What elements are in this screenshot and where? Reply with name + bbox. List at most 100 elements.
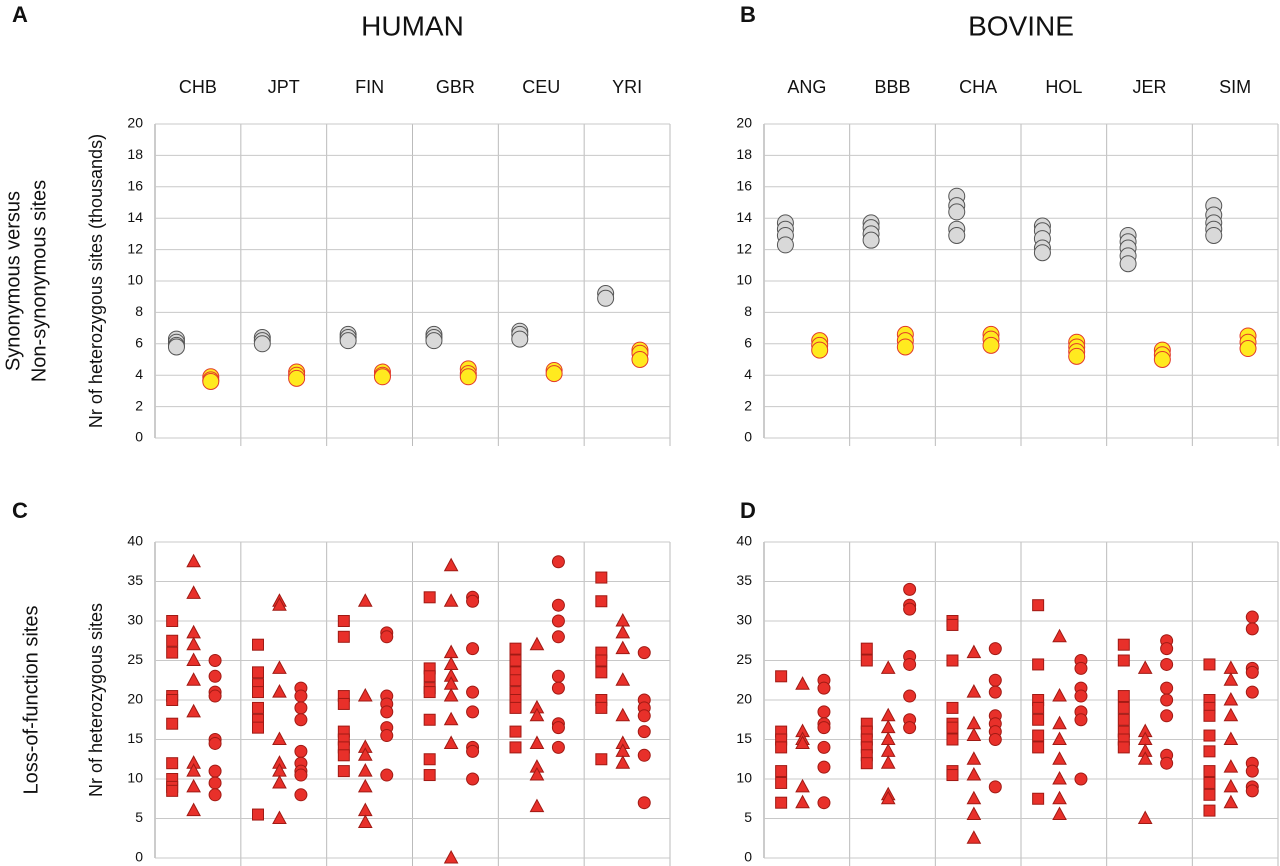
data-point — [443, 711, 459, 726]
data-point — [1205, 226, 1223, 244]
y-tick-label: 0 — [744, 429, 752, 445]
data-point — [1117, 713, 1130, 726]
data-point — [903, 721, 917, 735]
data-point — [775, 776, 788, 789]
data-point — [166, 634, 179, 647]
data-point — [186, 585, 201, 599]
data-point — [903, 602, 917, 616]
panel-title: BOVINE — [968, 10, 1074, 41]
data-point — [466, 685, 480, 699]
category-label: CHB — [179, 77, 217, 97]
data-point — [1052, 751, 1067, 765]
data-point — [509, 725, 522, 738]
data-point — [1160, 693, 1174, 707]
data-point — [337, 765, 350, 778]
data-point — [966, 715, 982, 730]
data-point — [595, 753, 608, 766]
data-point — [1239, 340, 1257, 358]
y-tick-label: 10 — [736, 770, 752, 786]
data-point — [637, 646, 651, 660]
data-point — [509, 654, 522, 667]
data-point — [1245, 784, 1259, 798]
data-point — [615, 755, 631, 769]
data-point — [988, 673, 1002, 687]
data-point — [896, 338, 914, 356]
data-point — [357, 778, 373, 793]
data-point — [529, 735, 545, 749]
y-tick-label: 10 — [127, 272, 143, 288]
data-point — [988, 685, 1002, 699]
y-tick-label: 5 — [744, 809, 752, 825]
data-point — [946, 769, 959, 782]
data-point — [776, 236, 794, 254]
y-tick-label: 5 — [135, 809, 143, 825]
y-tick-label: 0 — [135, 429, 143, 445]
category-label: GBR — [436, 77, 475, 97]
data-point — [637, 725, 651, 739]
data-point — [1117, 690, 1130, 703]
data-point — [1160, 756, 1174, 770]
data-point — [529, 707, 545, 722]
y-tick-label: 20 — [127, 691, 143, 707]
data-point — [966, 727, 982, 742]
panel-letter: B — [740, 2, 756, 27]
data-point — [252, 666, 264, 679]
data-point — [294, 768, 308, 782]
data-point — [186, 636, 201, 651]
y-tick-label: 20 — [736, 115, 752, 131]
data-point — [966, 790, 982, 805]
y-tick-label: 40 — [127, 533, 143, 549]
data-point — [466, 705, 480, 719]
y-tick-label: 25 — [736, 651, 752, 667]
data-point — [443, 593, 459, 607]
y-tick-label: 2 — [135, 397, 143, 413]
data-point — [380, 768, 394, 782]
y-tick-label: 4 — [135, 366, 143, 382]
data-point — [1068, 347, 1086, 365]
data-point — [1203, 788, 1216, 801]
data-point — [880, 755, 896, 769]
data-point — [466, 594, 480, 608]
data-point — [1223, 731, 1239, 745]
data-point — [637, 709, 651, 723]
data-point — [443, 849, 459, 864]
data-point — [1119, 255, 1137, 273]
data-point — [443, 688, 459, 702]
data-point — [186, 802, 201, 817]
data-point — [860, 757, 873, 770]
data-point — [252, 721, 264, 734]
data-point — [423, 769, 436, 782]
data-point — [595, 654, 608, 667]
data-point — [357, 688, 373, 702]
category-label: CEU — [522, 77, 560, 97]
data-point — [1117, 638, 1130, 651]
data-point — [1160, 657, 1174, 671]
category-label: JER — [1132, 77, 1166, 97]
data-point — [1032, 599, 1045, 612]
y-tick-label: 20 — [736, 691, 752, 707]
data-point — [288, 369, 306, 387]
data-point — [1032, 658, 1045, 671]
y-tick-label: 10 — [127, 770, 143, 786]
data-point — [337, 749, 350, 762]
data-point — [1160, 681, 1174, 695]
data-point — [425, 332, 443, 350]
data-point — [443, 644, 459, 659]
y-tick-label: 0 — [744, 849, 752, 865]
data-point — [443, 656, 459, 670]
data-point — [795, 778, 810, 793]
data-point — [423, 713, 436, 726]
data-point — [272, 731, 287, 745]
data-point — [795, 676, 810, 690]
row-label: Synonymous versus — [2, 191, 24, 371]
category-label: JPT — [268, 77, 300, 97]
data-point — [615, 672, 631, 686]
data-point — [811, 341, 829, 359]
data-point — [443, 557, 459, 572]
data-point — [166, 717, 179, 730]
data-point — [862, 231, 880, 249]
row-label: Non-synonymous sites — [28, 180, 50, 382]
data-point — [615, 612, 631, 627]
y-tick-label: 14 — [736, 209, 752, 225]
data-point — [1052, 790, 1067, 805]
